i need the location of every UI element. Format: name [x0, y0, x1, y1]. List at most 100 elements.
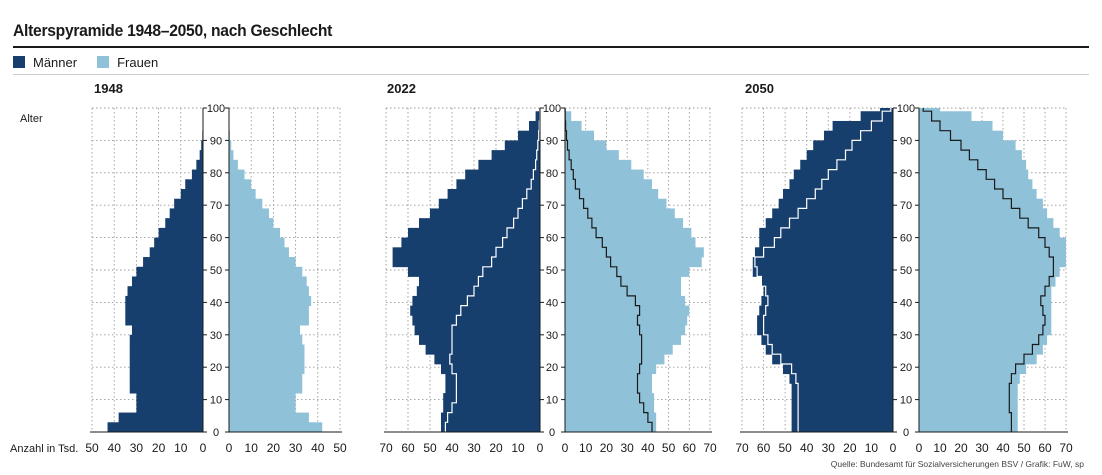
women-bar: [565, 286, 681, 297]
x-tick-label-men: 50: [423, 441, 437, 455]
men-bar: [782, 363, 893, 375]
women-bars: [565, 108, 704, 433]
women-bar: [229, 305, 309, 316]
men-bar: [441, 412, 540, 423]
men-bar: [529, 120, 540, 132]
men-comparison-line: [754, 108, 892, 432]
women-bar: [919, 334, 1048, 345]
legend-label-men: Männer: [33, 54, 78, 70]
age-tick-label: 50: [900, 265, 912, 277]
x-tick-label-women: 40: [641, 441, 655, 455]
men-bar: [438, 198, 540, 209]
panel-year-label: 2050: [745, 81, 774, 96]
men-bar: [772, 354, 893, 365]
women-bar: [919, 315, 1052, 326]
age-tick-label: 90: [210, 135, 222, 147]
legend: Männer Frauen: [13, 53, 178, 71]
x-tick-label-women: 50: [333, 441, 347, 455]
x-tick-label-men: 70: [735, 441, 749, 455]
x-tick-label-men: 30: [822, 441, 836, 455]
women-bar: [919, 286, 1052, 297]
men-bar: [456, 179, 540, 190]
panel-year-label: 2022: [387, 81, 416, 96]
men-bar: [478, 159, 540, 170]
women-bar: [229, 179, 252, 190]
men-bar: [441, 422, 540, 433]
men-bar: [791, 422, 893, 433]
women-bar: [565, 111, 572, 122]
x-tick-label-women: 70: [703, 441, 717, 455]
men-bar: [759, 237, 893, 248]
men-bar: [158, 227, 203, 238]
women-bar: [565, 130, 594, 141]
men-bar: [761, 334, 893, 345]
women-bar: [565, 412, 657, 423]
men-bar: [414, 325, 540, 336]
x-tick-label-women: 70: [1059, 441, 1073, 455]
x-tick-label-men: 20: [489, 441, 503, 455]
women-bar: [229, 159, 238, 170]
women-bar: [229, 393, 296, 404]
men-bar: [430, 208, 540, 219]
women-bar: [229, 383, 303, 394]
age-tick-label: 0: [549, 427, 555, 439]
women-bar: [919, 189, 1037, 200]
men-bar: [800, 159, 893, 170]
men-bar: [129, 334, 203, 345]
women-bar: [565, 227, 692, 238]
x-tick-label-men: 10: [174, 441, 188, 455]
x-tick-label-men: 0: [537, 441, 544, 455]
women-bar: [919, 208, 1048, 219]
age-tick-label: 80: [900, 168, 912, 180]
age-tick-label: 30: [900, 330, 912, 342]
women-bar: [565, 402, 655, 413]
men-bar: [199, 150, 203, 161]
women-bar: [919, 344, 1043, 355]
x-tick-label-men: 0: [200, 441, 207, 455]
men-bar: [129, 363, 203, 375]
x-tick-label-women: 30: [620, 441, 634, 455]
men-bar: [180, 189, 203, 200]
men-bar: [778, 198, 893, 209]
women-bar: [229, 198, 263, 209]
x-tick-label-women: 20: [600, 441, 614, 455]
x-tick-label-women: 30: [289, 441, 303, 455]
age-tick-label: 40: [900, 297, 912, 309]
x-tick-label-men: 0: [890, 441, 897, 455]
women-bar: [565, 159, 632, 170]
x-tick-label-women: 30: [975, 441, 989, 455]
men-bar: [761, 295, 893, 307]
men-bar: [125, 315, 203, 326]
men-bar: [149, 247, 203, 258]
women-bar: [229, 344, 305, 355]
age-tick-label: 20: [546, 362, 558, 374]
women-bar: [565, 150, 619, 161]
women-bar: [565, 325, 686, 336]
age-tick-label: 70: [210, 200, 222, 212]
men-bar: [759, 227, 893, 238]
men-bar: [392, 247, 540, 258]
x-tick-label-women: 10: [579, 441, 593, 455]
men-bar: [185, 179, 203, 190]
men-bar: [789, 179, 893, 190]
women-bar: [565, 354, 665, 365]
x-tick-label-men: 70: [379, 441, 393, 455]
women-bar: [919, 130, 1003, 141]
women-bar: [919, 237, 1066, 248]
women-bar: [229, 412, 309, 423]
men-bar: [201, 140, 203, 151]
women-bar: [229, 334, 303, 345]
men-bar: [765, 344, 893, 355]
women-comparison-line: [922, 108, 1054, 432]
x-axis-label: Anzahl in Tsd.: [10, 443, 78, 455]
women-bar: [565, 334, 681, 345]
men-bar: [125, 305, 203, 316]
x-tick-label-men: 60: [401, 441, 415, 455]
men-bar: [165, 218, 203, 229]
women-bar: [565, 247, 704, 258]
men-bar: [763, 286, 893, 297]
women-bar: [919, 412, 1018, 423]
women-comparison-line: [564, 108, 653, 432]
age-tick-label: 80: [210, 168, 222, 180]
